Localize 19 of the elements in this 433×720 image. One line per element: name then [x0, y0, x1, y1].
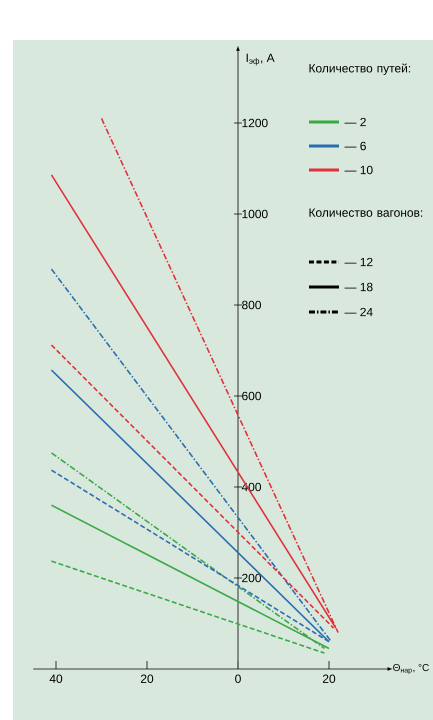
x-tick-label: 20	[322, 674, 336, 683]
annotation: Количество вагонов:	[310, 208, 422, 217]
x-axis-title: Θ$_{нар}$, °C	[393, 664, 429, 674]
annotation: — 18	[344, 282, 373, 292]
y-tick-label: 1200	[242, 118, 268, 128]
y-tick-label: 200	[242, 574, 261, 582]
annotation: — 24	[344, 308, 373, 316]
y-tick-label: 800	[242, 300, 261, 310]
y-axis-title: I$_{эф}$, A	[246, 54, 275, 66]
x-tick-label: 0	[235, 674, 241, 683]
annotation: Количество путей:	[310, 64, 410, 75]
annotation: — 2	[344, 118, 366, 126]
annotation: — 12	[344, 258, 372, 266]
annotation: — 6	[344, 142, 366, 150]
x-tick-label: 20	[140, 674, 154, 683]
y-tick-label: 1000	[242, 210, 268, 218]
y-tick-label: 600	[242, 392, 261, 400]
annotation: — 10	[344, 166, 373, 174]
x-tick-label: 40	[50, 674, 62, 683]
